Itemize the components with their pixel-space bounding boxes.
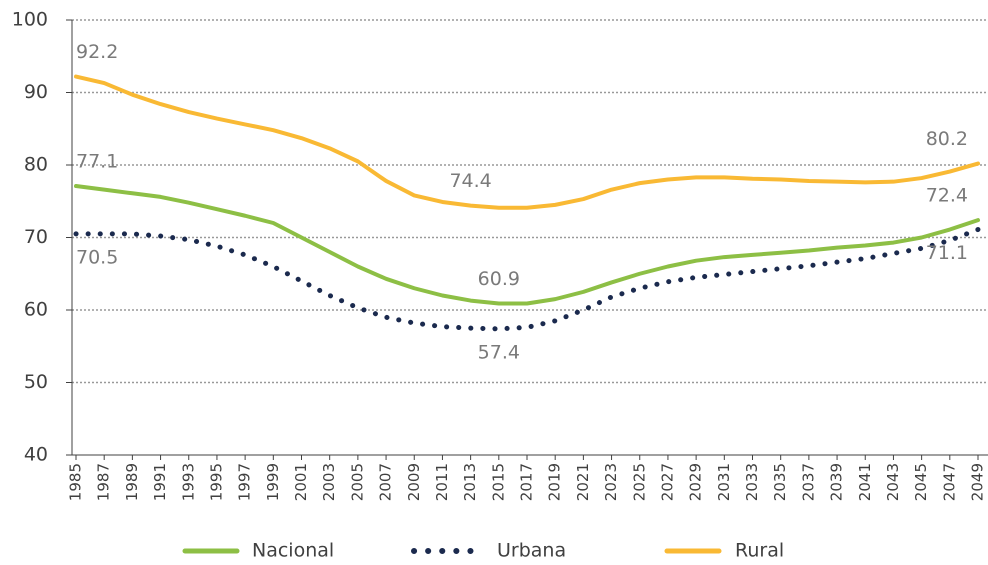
y-tick-label: 40 (24, 444, 48, 466)
legend-label: Urbana (497, 540, 566, 562)
x-tick-label: 2039 (828, 463, 846, 501)
x-tick-label: 2019 (546, 463, 564, 501)
data-label: 57.4 (478, 341, 520, 363)
x-tick-label: 2003 (320, 463, 338, 501)
series-line (73, 227, 981, 332)
x-tick-label: 2037 (799, 463, 817, 501)
data-label: 60.9 (478, 268, 520, 290)
x-tick-label: 1987 (95, 463, 113, 501)
x-tick-label: 2047 (940, 463, 958, 501)
data-label: 92.2 (76, 41, 118, 63)
x-tick-label: 2023 (602, 463, 620, 501)
data-label: 72.4 (926, 185, 968, 207)
data-label: 80.2 (926, 128, 968, 150)
data-label: 77.1 (76, 151, 118, 173)
y-tick-label: 70 (24, 226, 48, 248)
legend-label: Nacional (252, 540, 334, 562)
x-tick-label: 2009 (405, 463, 423, 501)
y-tick-label: 60 (24, 299, 48, 321)
y-tick-label: 90 (24, 81, 48, 103)
x-tick-label: 2041 (856, 463, 874, 501)
data-label: 70.5 (76, 246, 118, 268)
x-tick-label: 1991 (151, 463, 169, 501)
x-tick-label: 2029 (687, 463, 705, 501)
y-tick-label: 100 (12, 9, 48, 31)
x-tick-label: 2001 (292, 463, 310, 501)
x-tick-label: 1997 (236, 463, 254, 501)
x-tick-label: 2015 (489, 463, 507, 501)
x-tick-label: 2011 (433, 463, 451, 501)
data-label: 74.4 (449, 170, 491, 192)
y-tick-label: 80 (24, 154, 48, 176)
data-label: 71.1 (926, 242, 968, 264)
x-tick-label: 2033 (743, 463, 761, 501)
x-tick-label: 2049 (969, 463, 987, 501)
series-line (74, 74, 980, 210)
legend-label: Rural (735, 540, 784, 562)
x-tick-label: 1993 (179, 463, 197, 501)
x-tick-label: 2045 (912, 463, 930, 501)
x-tick-label: 2027 (658, 463, 676, 501)
y-tick-label: 50 (24, 371, 48, 393)
x-tick-label: 1995 (207, 463, 225, 501)
x-tick-label: 2013 (461, 463, 479, 501)
series-line (74, 184, 980, 306)
x-tick-label: 1999 (264, 463, 282, 501)
x-tick-label: 2031 (715, 463, 733, 501)
x-tick-label: 2035 (771, 463, 789, 501)
x-tick-label: 1985 (67, 463, 85, 501)
x-tick-label: 2043 (884, 463, 902, 501)
x-tick-label: 1989 (123, 463, 141, 501)
x-tick-label: 2021 (574, 463, 592, 501)
x-tick-label: 2005 (348, 463, 366, 501)
x-tick-label: 2007 (377, 463, 395, 501)
x-tick-label: 2025 (630, 463, 648, 501)
x-tick-label: 2017 (518, 463, 536, 501)
